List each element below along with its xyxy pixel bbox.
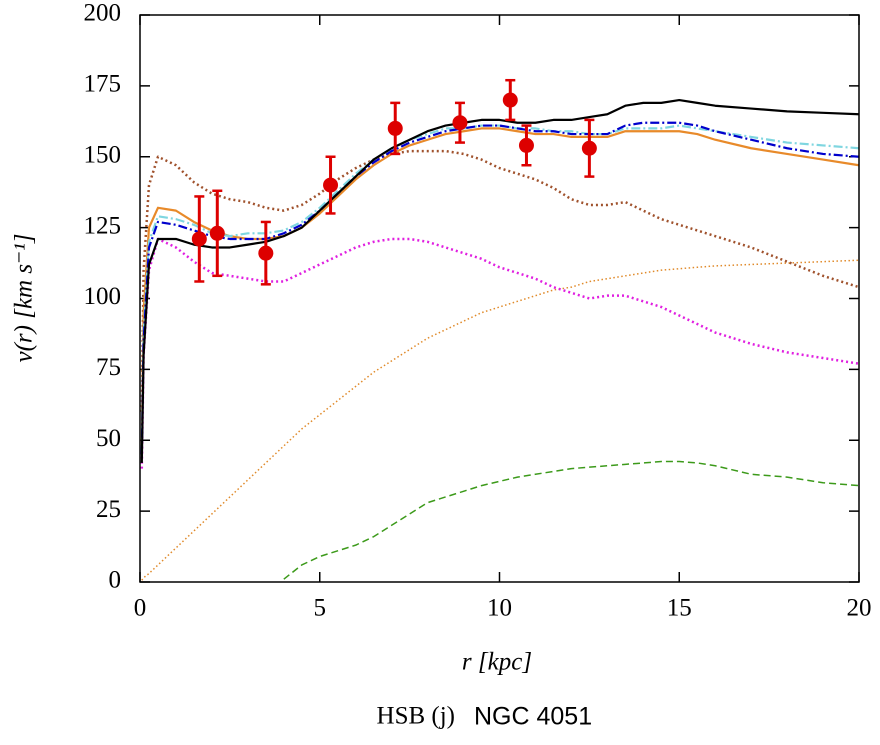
x-tick-label: 20 <box>847 595 872 622</box>
data-point <box>387 120 403 136</box>
y-tick-label: 150 <box>84 141 122 168</box>
series-line <box>140 127 860 446</box>
chart-subtitle: HSB (j) <box>377 703 455 730</box>
y-tick-label: 25 <box>96 496 121 523</box>
y-axis-label: v(r) [km s⁻¹] <box>11 233 38 362</box>
series-line <box>140 121 860 455</box>
series-line <box>140 149 860 412</box>
y-tick-label: 125 <box>84 212 122 239</box>
y-tick-label: 75 <box>96 354 121 381</box>
data-point <box>581 140 597 156</box>
x-tick-label: 15 <box>667 595 692 622</box>
data-point <box>209 225 225 241</box>
y-tick-label: 175 <box>84 71 122 98</box>
data-point <box>323 177 339 193</box>
y-tick-label: 200 <box>84 0 122 27</box>
series-line <box>141 259 860 581</box>
x-tick-label: 10 <box>487 595 512 622</box>
data-point <box>191 231 207 247</box>
y-tick-label: 50 <box>96 425 121 452</box>
data-point <box>258 245 274 261</box>
series-line <box>283 460 860 580</box>
chart-title: NGC 4051 <box>474 703 592 731</box>
plot-frame <box>139 14 860 583</box>
y-tick-label: 100 <box>84 283 122 310</box>
series-line <box>140 98 860 463</box>
y-tick-label: 0 <box>109 567 122 594</box>
data-point <box>518 137 534 153</box>
x-tick-label: 5 <box>314 595 327 622</box>
series-line <box>140 237 860 469</box>
data-point <box>502 92 518 108</box>
x-axis-label: r [kpc] <box>462 649 532 676</box>
series-line <box>140 124 860 452</box>
x-tick-label: 0 <box>134 595 147 622</box>
data-point <box>452 115 468 131</box>
